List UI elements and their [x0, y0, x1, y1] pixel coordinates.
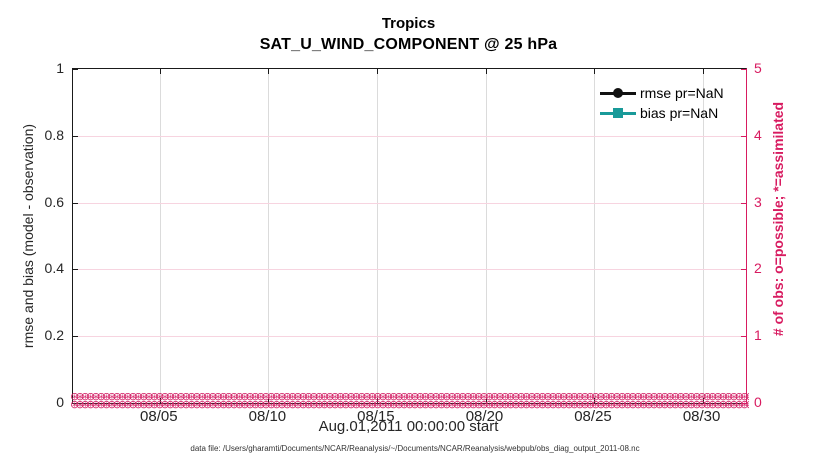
- x-tick-top: [485, 69, 487, 74]
- left-y-tick-label: 0.2: [44, 327, 64, 344]
- x-gridline: [485, 69, 487, 403]
- right-y-tick: [741, 202, 746, 204]
- x-tick-bottom: [268, 398, 270, 403]
- left-y-tick-label: 0.4: [44, 260, 64, 277]
- x-tick-top: [594, 69, 595, 74]
- y-gridline: [73, 202, 746, 204]
- y-gridline: [73, 336, 746, 338]
- x-tick-bottom: [159, 398, 161, 403]
- x-tick-bottom: [702, 398, 704, 403]
- legend-label: rmse pr=NaN: [640, 85, 724, 101]
- legend: rmse pr=NaN bias pr=NaN: [600, 83, 724, 123]
- x-gridline: [702, 69, 704, 403]
- right-y-tick-label: 5: [754, 60, 762, 76]
- left-y-tick: [73, 336, 78, 338]
- x-tick-label: 08/15: [357, 408, 395, 425]
- left-y-tick: [73, 135, 78, 137]
- x-tick-top: [159, 69, 161, 74]
- left-y-tick: [73, 403, 78, 404]
- x-gridline: [268, 69, 270, 403]
- x-gridline: [159, 69, 161, 403]
- x-tick-top: [702, 69, 704, 74]
- right-y-tick: [741, 336, 746, 338]
- right-y-tick-label: 2: [754, 260, 762, 277]
- right-y-axis-label: # of obs: o=possible; *=assimilated: [770, 101, 786, 337]
- x-tick-label: 08/30: [682, 408, 721, 425]
- x-tick-top: [376, 69, 378, 74]
- left-y-tick: [73, 69, 78, 70]
- chart-subtitle: SAT_U_WIND_COMPONENT @ 25 hPa: [259, 36, 558, 53]
- left-y-tick-label: 0.6: [44, 193, 64, 210]
- left-y-tick-label: 0.8: [44, 126, 64, 143]
- square-marker-icon: [613, 107, 623, 118]
- x-axis-label: Aug.01,2011 00:00:00 start: [318, 418, 499, 435]
- circle-marker-icon: [613, 87, 623, 98]
- right-y-tick: [741, 69, 746, 70]
- right-y-tick-label: 1: [754, 327, 762, 344]
- right-y-tick: [741, 135, 746, 137]
- right-y-tick-label: 3: [754, 193, 762, 210]
- left-y-tick: [73, 202, 78, 204]
- plot-area: [72, 68, 747, 404]
- left-y-tick-label: 1: [56, 60, 64, 76]
- data-file-caption: data file: /Users/gharamti/Documents/NCA…: [190, 444, 640, 453]
- legend-entry: rmse pr=NaN: [600, 83, 724, 103]
- right-y-tick: [741, 269, 746, 271]
- x-tick-label: 08/20: [465, 408, 504, 425]
- y-gridline: [73, 269, 746, 271]
- chart-title-block: Tropics SAT_U_WIND_COMPONENT @ 25 hPa: [72, 14, 745, 55]
- x-tick-label: 08/25: [574, 408, 612, 425]
- x-tick-bottom: [594, 398, 595, 403]
- legend-line: [600, 87, 636, 98]
- chart-title: Tropics: [381, 15, 436, 32]
- x-tick-bottom: [485, 398, 487, 403]
- x-gridline: [376, 69, 378, 403]
- right-y-tick-label: 4: [754, 126, 762, 143]
- x-tick-label: 08/05: [140, 408, 178, 425]
- x-gridline: [594, 69, 595, 403]
- x-tick-top: [268, 69, 270, 74]
- right-y-tick-label: 0: [754, 394, 762, 410]
- legend-line: [600, 107, 636, 118]
- x-tick-bottom: [376, 398, 378, 403]
- legend-entry: bias pr=NaN: [600, 103, 724, 123]
- left-y-tick-label: 0: [56, 394, 64, 410]
- legend-label: bias pr=NaN: [640, 105, 719, 121]
- right-y-tick: [741, 403, 746, 404]
- left-y-tick: [73, 269, 78, 271]
- x-tick-label: 08/10: [248, 408, 287, 425]
- y-gridline: [73, 135, 746, 137]
